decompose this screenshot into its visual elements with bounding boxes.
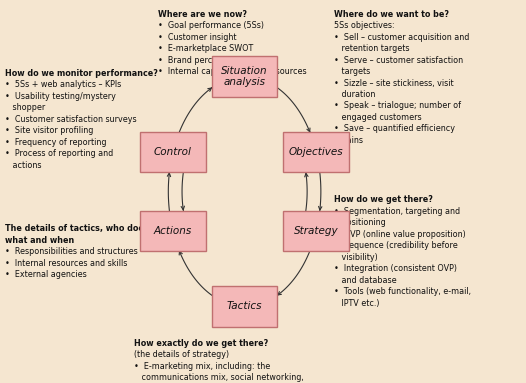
Text: Situation
analysis: Situation analysis bbox=[221, 66, 268, 87]
Text: •  OVP (online value proposition): • OVP (online value proposition) bbox=[334, 230, 466, 239]
Text: •  Segmentation, targeting and: • Segmentation, targeting and bbox=[334, 207, 460, 216]
Text: •  Speak – trialogue; number of: • Speak – trialogue; number of bbox=[334, 101, 461, 110]
Text: •  Internal resources and skills: • Internal resources and skills bbox=[5, 259, 128, 267]
Text: Control: Control bbox=[154, 147, 192, 157]
Text: •  Sequence (credibility before: • Sequence (credibility before bbox=[334, 241, 458, 250]
Text: •  Sell – customer acquisition and: • Sell – customer acquisition and bbox=[334, 33, 469, 41]
FancyBboxPatch shape bbox=[140, 132, 206, 172]
Text: •  Usability testing/mystery: • Usability testing/mystery bbox=[5, 92, 116, 101]
FancyBboxPatch shape bbox=[211, 56, 278, 97]
Text: •  Customer satisfaction surveys: • Customer satisfaction surveys bbox=[5, 115, 137, 124]
Text: •  Tools (web functionality, e-mail,: • Tools (web functionality, e-mail, bbox=[334, 287, 471, 296]
Text: visibility): visibility) bbox=[334, 253, 378, 262]
Text: •  Internal capabilities and resources: • Internal capabilities and resources bbox=[158, 67, 307, 76]
Text: •  External agencies: • External agencies bbox=[5, 270, 87, 279]
Text: •  5Ss + web analytics – KPIs: • 5Ss + web analytics – KPIs bbox=[5, 80, 122, 89]
Text: 5Ss objectives:: 5Ss objectives: bbox=[334, 21, 394, 30]
Text: retention targets: retention targets bbox=[334, 44, 410, 53]
Text: How do we get there?: How do we get there? bbox=[334, 195, 433, 204]
Text: Where do we want to be?: Where do we want to be? bbox=[334, 10, 449, 18]
Text: actions: actions bbox=[5, 161, 42, 170]
Text: •  Serve – customer satisfaction: • Serve – customer satisfaction bbox=[334, 56, 463, 64]
FancyBboxPatch shape bbox=[284, 211, 349, 251]
Text: •  Site visitor profiling: • Site visitor profiling bbox=[5, 126, 94, 135]
Text: •  E-marketing mix, including: the: • E-marketing mix, including: the bbox=[134, 362, 270, 371]
Text: •  Integration (consistent OVP): • Integration (consistent OVP) bbox=[334, 264, 457, 273]
Text: Where are we now?: Where are we now? bbox=[158, 10, 247, 18]
Text: How exactly do we get there?: How exactly do we get there? bbox=[134, 339, 268, 348]
Text: •  Customer insight: • Customer insight bbox=[158, 33, 236, 41]
Text: communications mix, social networking,: communications mix, social networking, bbox=[134, 373, 304, 382]
Text: positioning: positioning bbox=[334, 218, 386, 227]
Text: •  Brand perception: • Brand perception bbox=[158, 56, 238, 64]
Text: •  E-marketplace SWOT: • E-marketplace SWOT bbox=[158, 44, 253, 53]
Text: Actions: Actions bbox=[154, 226, 192, 236]
FancyBboxPatch shape bbox=[140, 211, 206, 251]
Text: •  Sizzle – site stickiness, visit: • Sizzle – site stickiness, visit bbox=[334, 79, 453, 87]
Text: and database: and database bbox=[334, 276, 397, 285]
Text: gains: gains bbox=[334, 136, 363, 145]
Text: Tactics: Tactics bbox=[227, 301, 262, 311]
Text: The details of tactics, who does: The details of tactics, who does bbox=[5, 224, 149, 233]
Text: •  Save – quantified efficiency: • Save – quantified efficiency bbox=[334, 124, 455, 133]
Text: Strategy: Strategy bbox=[294, 226, 339, 236]
Text: •  Responsibilities and structures: • Responsibilities and structures bbox=[5, 247, 138, 256]
FancyBboxPatch shape bbox=[211, 286, 278, 326]
FancyBboxPatch shape bbox=[284, 132, 349, 172]
Text: what and when: what and when bbox=[5, 236, 75, 244]
Text: shopper: shopper bbox=[5, 103, 46, 112]
Text: duration: duration bbox=[334, 90, 376, 99]
Text: •  Process of reporting and: • Process of reporting and bbox=[5, 149, 114, 158]
Text: targets: targets bbox=[334, 67, 370, 76]
Text: Objectives: Objectives bbox=[289, 147, 343, 157]
Text: (the details of strategy): (the details of strategy) bbox=[134, 350, 229, 359]
Text: •  Goal performance (5Ss): • Goal performance (5Ss) bbox=[158, 21, 264, 30]
Text: IPTV etc.): IPTV etc.) bbox=[334, 299, 380, 308]
Text: engaged customers: engaged customers bbox=[334, 113, 422, 122]
Text: •  Frequency of reporting: • Frequency of reporting bbox=[5, 138, 107, 147]
Text: How do we monitor performance?: How do we monitor performance? bbox=[5, 69, 158, 78]
